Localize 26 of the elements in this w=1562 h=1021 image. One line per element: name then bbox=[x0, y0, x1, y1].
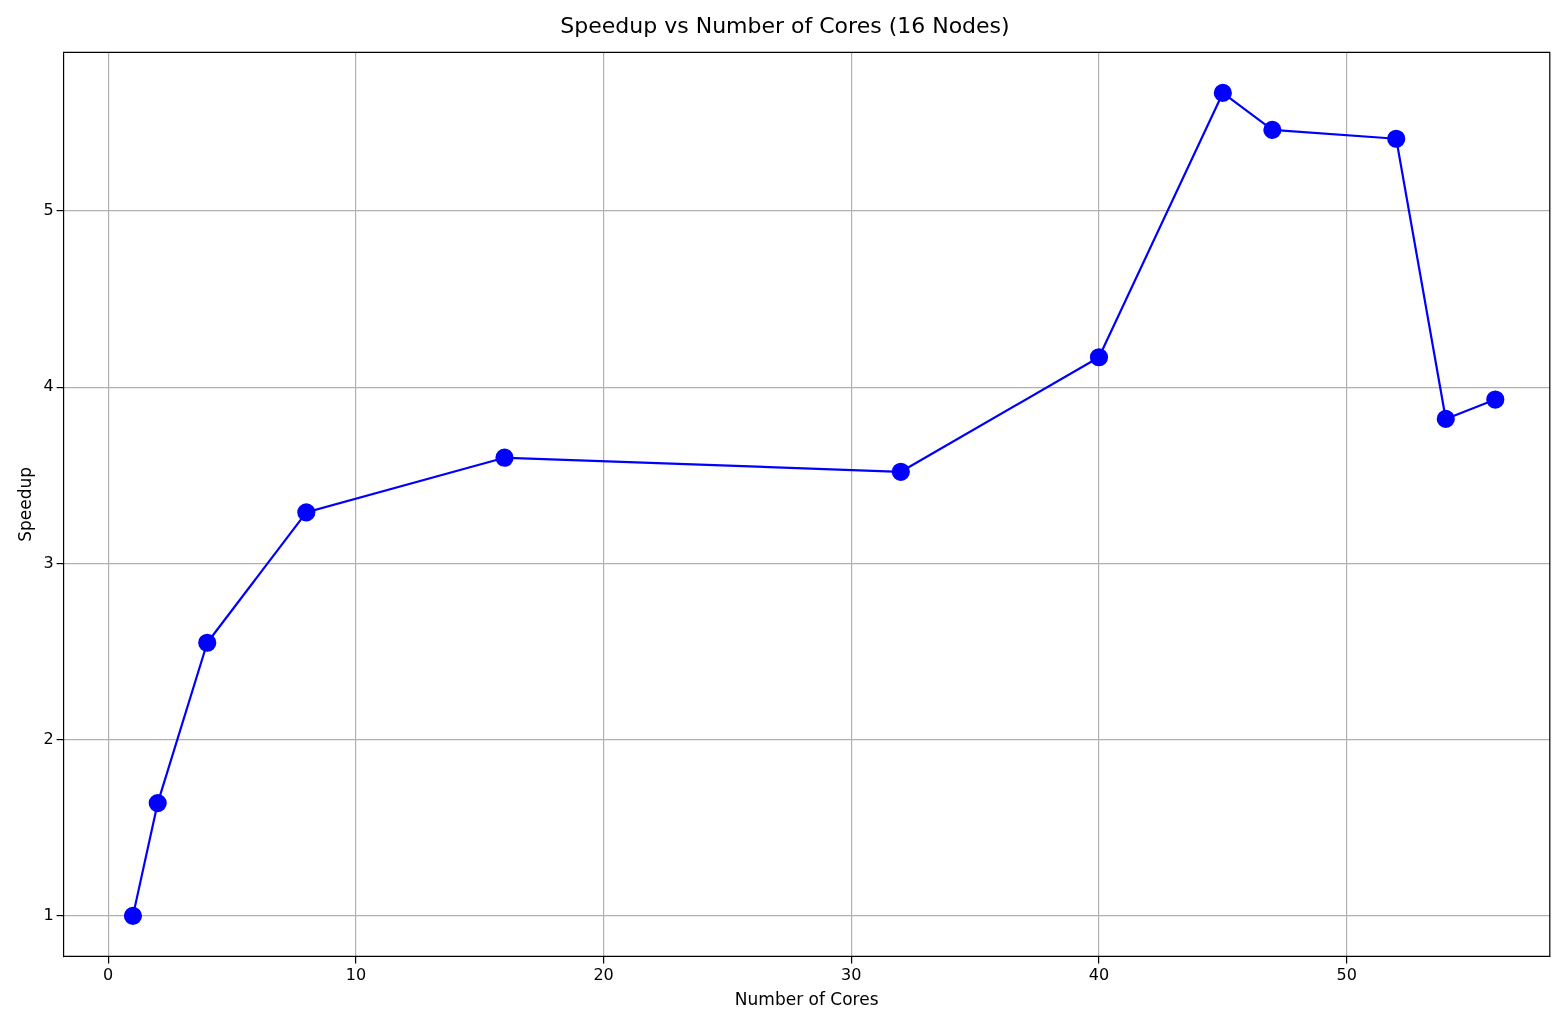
point bbox=[1213, 83, 1232, 103]
x-tick-label: 30 bbox=[841, 965, 862, 985]
x-axis-title: Number of Cores bbox=[734, 989, 879, 1010]
point bbox=[1263, 120, 1282, 140]
point bbox=[1486, 390, 1505, 409]
x-tick-label: 50 bbox=[1336, 965, 1357, 985]
point bbox=[495, 448, 514, 467]
point bbox=[1436, 409, 1455, 429]
y-tick-label: 2 bbox=[43, 728, 54, 748]
point bbox=[148, 793, 167, 813]
y-tick-label: 4 bbox=[43, 376, 54, 396]
x-tick-label: 20 bbox=[593, 965, 614, 985]
x-tick-label: 0 bbox=[103, 965, 114, 985]
point bbox=[1387, 129, 1406, 148]
point bbox=[1089, 348, 1109, 367]
y-tick-label: 3 bbox=[43, 552, 54, 572]
y-tick-label: 1 bbox=[43, 905, 54, 925]
y-tick-label: 5 bbox=[43, 200, 54, 220]
x-tick-label: 10 bbox=[345, 965, 367, 985]
point bbox=[297, 503, 316, 522]
point bbox=[123, 906, 143, 925]
point bbox=[891, 462, 910, 481]
chart-title: Speedup vs Number of Cores (16 Nodes) bbox=[560, 12, 1010, 38]
point bbox=[198, 633, 217, 652]
y-axis-title: Speedup bbox=[14, 466, 35, 542]
x-tick-label: 40 bbox=[1088, 965, 1110, 985]
